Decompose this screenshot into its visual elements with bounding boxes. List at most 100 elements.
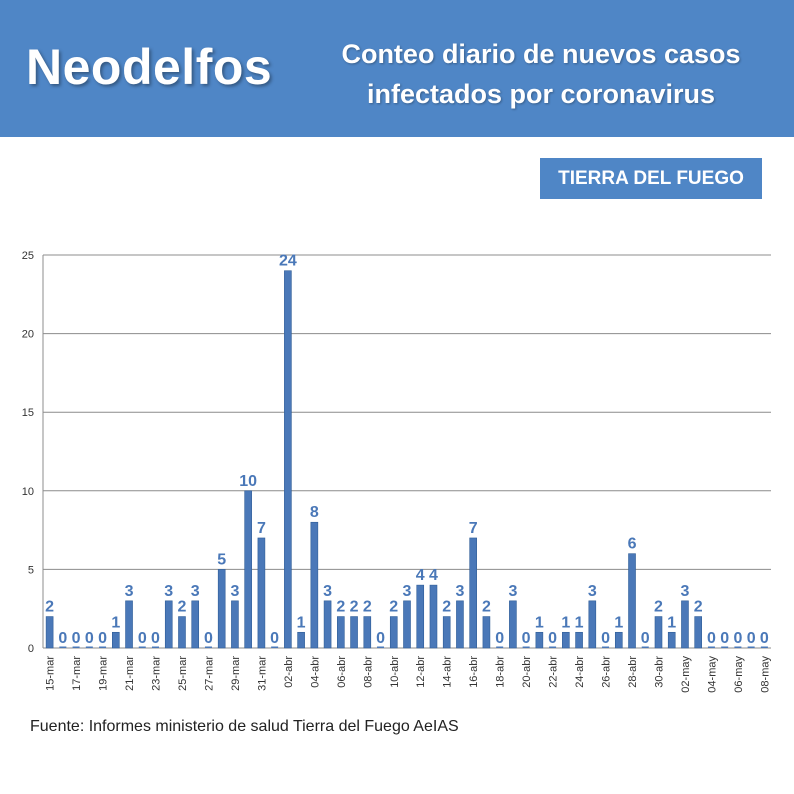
bar	[456, 600, 464, 649]
x-tick-label: 08-may	[759, 656, 771, 693]
bar-value-label: 1	[575, 614, 584, 631]
bar-value-label: 0	[138, 630, 147, 647]
bar-value-label: 0	[72, 630, 81, 647]
bar	[694, 616, 703, 649]
x-tick-label: 27-mar	[203, 656, 215, 691]
bar-value-label: 3	[588, 583, 597, 600]
x-tick-label: 23-mar	[151, 656, 163, 691]
bar	[734, 646, 742, 648]
bar	[310, 521, 319, 649]
bar-value-label: 7	[469, 520, 478, 537]
bar	[363, 616, 372, 649]
bar	[522, 646, 530, 648]
x-tick-label: 30-abr	[653, 656, 665, 688]
bar	[416, 584, 425, 649]
bar-value-label: 7	[257, 520, 266, 537]
x-tick-label: 04-abr	[309, 656, 321, 688]
bar-value-label: 0	[495, 630, 504, 647]
bar-value-label: 0	[270, 630, 279, 647]
bar	[178, 616, 186, 649]
bar	[535, 631, 544, 649]
bar-value-label: 6	[628, 536, 637, 553]
x-tick-label: 24-abr	[574, 656, 586, 688]
bar	[152, 646, 160, 648]
bar-value-label: 3	[508, 583, 517, 600]
bar-value-label: 1	[561, 614, 570, 631]
bar-value-label: 3	[403, 583, 412, 600]
bar	[99, 646, 107, 648]
bar-value-label: 3	[191, 583, 200, 600]
y-tick-label: 0	[28, 643, 34, 655]
subtitle-line-1: Conteo diario de nuevos casos	[341, 39, 741, 69]
bar	[760, 646, 768, 648]
x-tick-label: 14-abr	[442, 656, 454, 688]
bar-value-label: 3	[125, 583, 134, 600]
x-tick-label: 29-mar	[230, 656, 242, 691]
bar-value-label: 1	[667, 614, 676, 631]
bar	[654, 616, 663, 649]
bar	[549, 646, 557, 648]
x-tick-label: 08-abr	[362, 656, 374, 688]
bar-value-label: 2	[389, 599, 398, 616]
bar	[562, 631, 570, 649]
x-tick-label: 19-mar	[98, 656, 110, 691]
x-tick-label: 18-abr	[495, 656, 507, 688]
bar	[125, 600, 133, 649]
y-tick-label: 10	[22, 486, 34, 498]
bar-value-label: 2	[482, 599, 491, 616]
x-tick-label: 12-abr	[415, 656, 427, 688]
bar	[403, 600, 411, 649]
x-tick-label: 26-abr	[601, 656, 613, 688]
bar	[297, 631, 305, 649]
bar	[614, 631, 623, 649]
bar-value-label: 2	[336, 599, 345, 616]
bar-value-label: 2	[363, 599, 372, 616]
bar	[323, 600, 332, 649]
x-tick-label: 10-abr	[389, 656, 401, 688]
bar-value-label: 0	[85, 630, 94, 647]
y-tick-label: 15	[22, 407, 34, 419]
bar-value-label: 2	[178, 599, 187, 616]
bar-value-label: 4	[429, 567, 438, 584]
x-tick-label: 17-mar	[71, 656, 83, 691]
bar	[112, 631, 120, 649]
x-tick-label: 21-mar	[124, 656, 136, 691]
x-tick-label: 20-abr	[521, 656, 533, 688]
subtitle-line-2: infectados por coronavirus	[366, 79, 716, 109]
bar-value-label: 5	[217, 551, 226, 568]
y-tick-label: 5	[28, 564, 34, 576]
bar-value-label: 3	[230, 583, 239, 600]
bar	[244, 490, 252, 649]
bar	[59, 646, 67, 648]
bar-value-label: 0	[760, 630, 769, 647]
bar	[681, 600, 689, 649]
x-tick-label: 06-abr	[336, 656, 348, 688]
bar	[350, 616, 358, 649]
bar	[45, 616, 54, 649]
bar	[588, 600, 597, 649]
x-tick-label: 16-abr	[468, 656, 480, 688]
bar	[337, 616, 345, 649]
x-tick-label: 15-mar	[45, 656, 57, 691]
x-tick-label: 22-abr	[548, 656, 560, 688]
bar-value-label: 0	[720, 630, 729, 647]
bar	[442, 616, 451, 649]
bar-value-label: 1	[535, 614, 544, 631]
bar	[667, 631, 676, 649]
x-tick-label: 31-mar	[256, 656, 268, 691]
source-note: Fuente: Informes ministerio de salud Tie…	[30, 718, 459, 735]
bar	[721, 646, 729, 648]
bar-value-label: 8	[310, 504, 319, 521]
bar-value-label: 3	[455, 583, 464, 600]
bar	[191, 600, 200, 649]
x-tick-label: 25-mar	[177, 656, 189, 691]
bar-value-label: 2	[694, 599, 703, 616]
bar-value-label: 1	[297, 614, 306, 631]
bar-value-label: 0	[58, 630, 67, 647]
bar-value-label: 0	[98, 630, 107, 647]
bar	[747, 646, 755, 648]
y-tick-label: 20	[22, 329, 34, 341]
bar	[284, 270, 292, 649]
bar-value-label: 0	[707, 630, 716, 647]
